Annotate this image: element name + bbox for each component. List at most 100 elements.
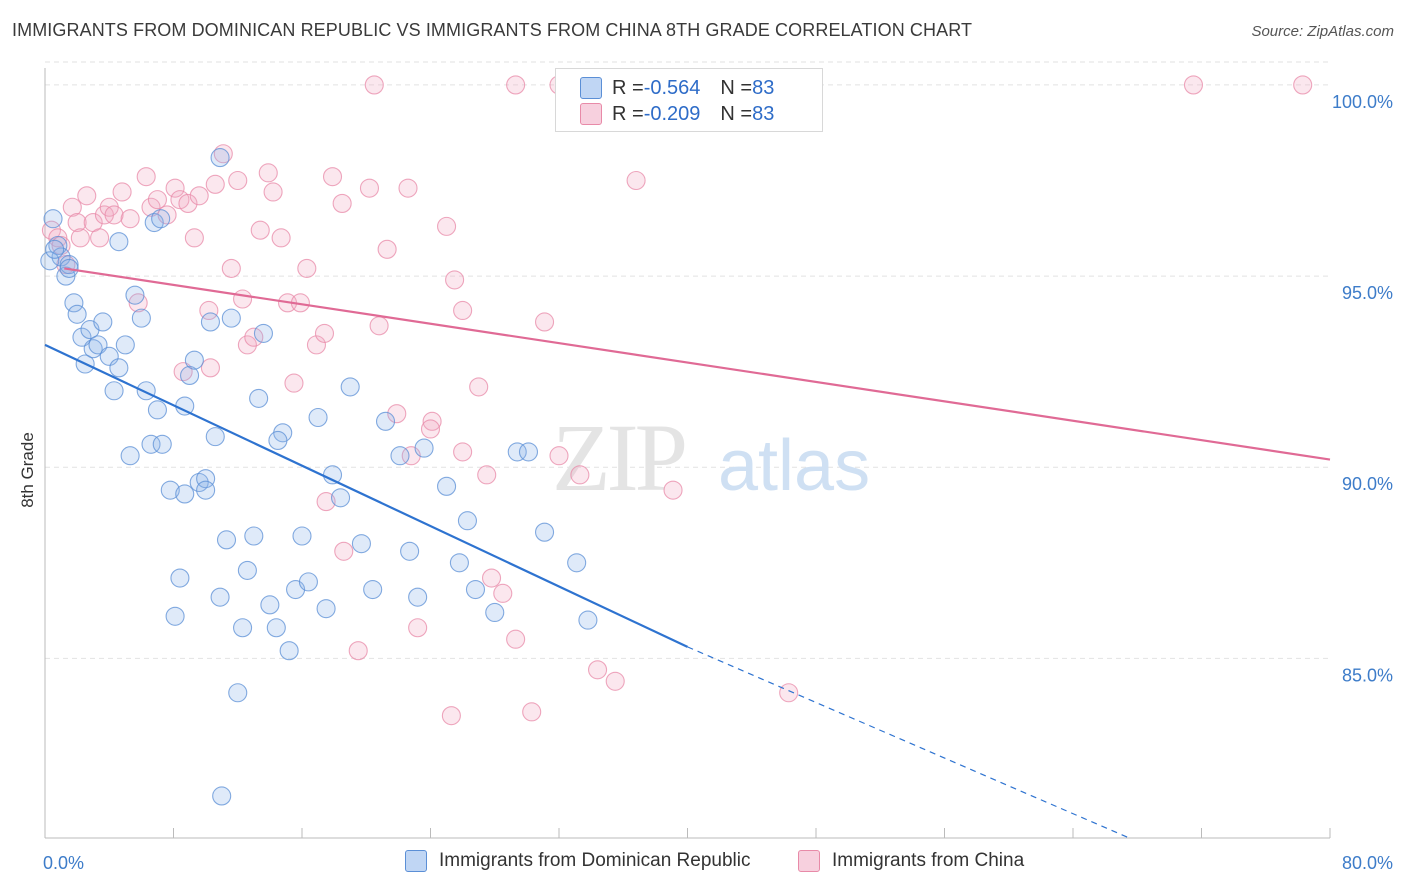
china-point (67, 213, 87, 233)
dominican-legend-swatch (405, 850, 427, 872)
china-point (147, 190, 167, 210)
china-point (244, 327, 264, 347)
dominican-point (43, 209, 63, 229)
dominican-point (233, 618, 253, 638)
china-point (189, 186, 209, 206)
china-point (77, 186, 97, 206)
dominican-point (266, 618, 286, 638)
china-point (420, 419, 441, 439)
dominican-point (457, 511, 477, 531)
china-point (398, 178, 418, 198)
china-point (284, 373, 304, 393)
china-point (332, 193, 352, 213)
china-point (306, 335, 327, 355)
china-point (165, 178, 185, 198)
dominican-point (260, 595, 280, 615)
china-point (570, 465, 590, 485)
china-point (663, 480, 683, 500)
grid-layer (45, 61, 1330, 659)
china-point (271, 228, 291, 248)
china-point (469, 377, 489, 397)
china-point (453, 300, 473, 321)
china-point (445, 270, 465, 290)
dominican-point (534, 522, 555, 542)
dominican-point (292, 526, 312, 546)
dominican-point (147, 400, 167, 420)
dominican-point (375, 411, 396, 431)
china-point (506, 75, 526, 95)
china-legend-swatch (798, 850, 820, 872)
y-tick-label-95: 95.0% (1342, 283, 1393, 303)
dominican-point (518, 442, 539, 462)
dominican-point (196, 480, 216, 500)
dominican-point (141, 434, 161, 454)
dominican-points (40, 148, 598, 806)
legend-label-dominican: Immigrants from Dominican Republic (439, 850, 751, 871)
china-point (626, 170, 646, 191)
dominican-point (136, 381, 156, 401)
china-point (334, 541, 354, 561)
dominican-point (64, 293, 84, 313)
china-point (48, 228, 68, 248)
dominican-point (268, 430, 288, 450)
china-point (258, 163, 278, 183)
dominican-point (567, 553, 587, 573)
dominican-point (308, 407, 328, 428)
china-point (779, 683, 799, 703)
china-point (422, 411, 442, 431)
dominican-point (120, 446, 140, 466)
r-value-dominican: -0.564 (643, 76, 701, 99)
china-point (205, 174, 225, 194)
china-point (477, 465, 497, 485)
dominican-point (237, 560, 257, 580)
china-point (128, 293, 148, 313)
china-point (408, 618, 428, 638)
stats-row-china: R = -0.209 N = 83 (580, 102, 774, 126)
dominican-trend-line (44, 343, 688, 648)
china-point (322, 167, 343, 187)
china-point (221, 258, 241, 278)
dominican-point (221, 308, 241, 328)
dominican-point (298, 572, 318, 592)
dominican-point (390, 446, 410, 466)
stats-row-dominican: R = -0.564 N = 83 (580, 76, 774, 100)
dominican-point (351, 534, 371, 554)
dominican-point (175, 484, 195, 504)
dominican-point (437, 476, 457, 496)
dominican-point (485, 602, 505, 623)
china-point (70, 228, 90, 248)
legend-item-china[interactable]: Immigrants from China (798, 850, 1024, 872)
dominican-point (104, 381, 124, 401)
china-point (178, 193, 198, 213)
dominican-point (115, 335, 135, 355)
dominican-point (212, 786, 232, 806)
watermark: ZIP atlas (552, 404, 870, 511)
china-point (250, 220, 270, 240)
dominican-point (363, 579, 383, 600)
dominican-point (330, 488, 351, 508)
legend-item-dominican[interactable]: Immigrants from Dominican Republic (405, 850, 751, 872)
dominican-point (51, 247, 71, 267)
dominican-point (180, 365, 200, 386)
dominican-point (279, 641, 299, 661)
dominican-point (165, 606, 185, 626)
watermark-atlas: atlas (718, 426, 870, 506)
chart-title: IMMIGRANTS FROM DOMINICAN REPUBLIC VS IM… (12, 20, 973, 40)
dominican-point (507, 442, 527, 462)
dominican-point (414, 438, 434, 458)
dominican-point (408, 587, 428, 607)
dominican-point (109, 232, 129, 252)
dominican-point (56, 266, 76, 286)
dominican-point (465, 579, 486, 600)
china-point (522, 702, 542, 722)
series-legend: Immigrants from Dominican Republic Immig… (0, 850, 1406, 878)
n-value-china: 83 (752, 102, 775, 125)
china-point (263, 182, 283, 202)
dominican-point (93, 312, 113, 332)
china-point (605, 671, 625, 691)
dominican-point (340, 377, 360, 397)
china-point (90, 228, 110, 248)
trend-lines (44, 267, 1331, 839)
dominican-point (88, 335, 108, 355)
dominican-point (316, 599, 336, 619)
